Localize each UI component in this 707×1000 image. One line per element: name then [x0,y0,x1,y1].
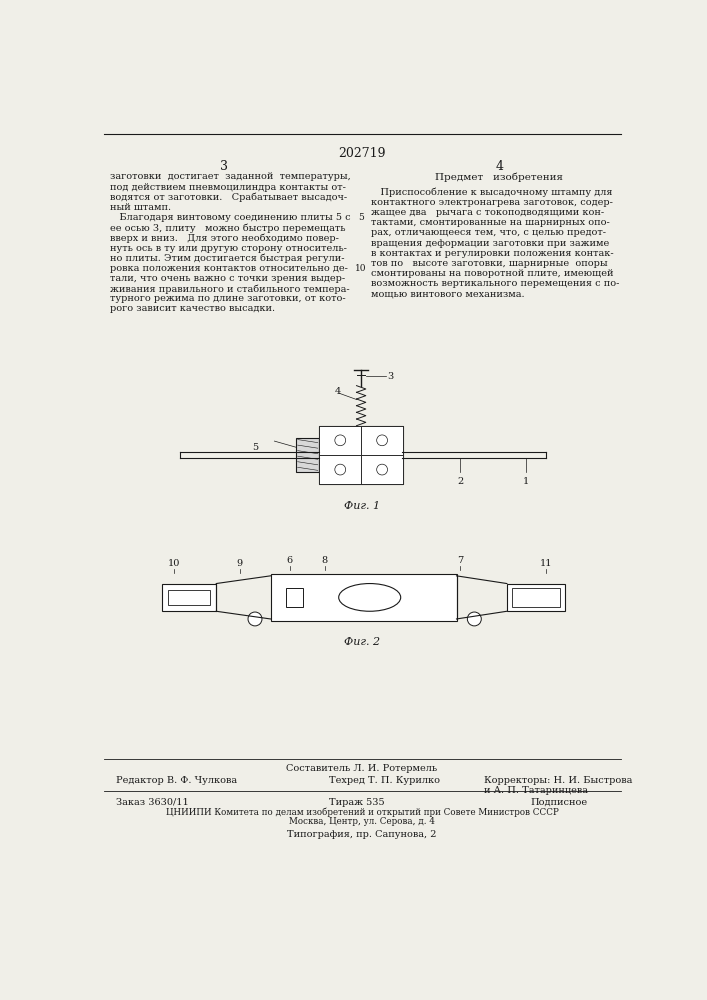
Text: заготовки  достигает  заданной  температуры,: заготовки достигает заданной температуры… [110,172,351,181]
Bar [168,590,210,605]
Bar [512,588,561,607]
Ellipse shape [339,584,401,611]
Text: 2: 2 [457,477,464,486]
Text: нуть ось в ту или другую сторону относитель-: нуть ось в ту или другую сторону относит… [110,244,347,253]
Text: 10: 10 [356,264,367,273]
Text: Редактор В. Ф. Чулкова: Редактор В. Ф. Чулкова [115,776,237,785]
Text: Типография, пр. Сапунова, 2: Типография, пр. Сапунова, 2 [287,830,437,839]
Text: живания правильного и стабильного темпера-: живания правильного и стабильного темпер… [110,284,350,294]
Text: Москва, Центр, ул. Серова, д. 4: Москва, Центр, ул. Серова, д. 4 [289,817,435,826]
Text: Техред Т. П. Курилко: Техред Т. П. Курилко [329,776,440,785]
Circle shape [377,464,387,475]
Circle shape [335,435,346,446]
Bar [361,455,403,484]
Text: вверх и вниз.   Для этого необходимо повер-: вверх и вниз. Для этого необходимо повер… [110,233,339,243]
Text: 10: 10 [168,559,180,568]
Circle shape [335,464,346,475]
Text: в контактах и регулировки положения контак-: в контактах и регулировки положения конт… [371,249,614,258]
Text: Приспособление к высадочному штампу для: Приспособление к высадочному штампу для [371,188,613,197]
Text: 8: 8 [322,556,328,565]
Text: 4: 4 [335,387,341,396]
Text: 1: 1 [523,477,530,486]
Text: мощью винтового механизма.: мощью винтового механизма. [371,289,525,298]
Text: тактами, смонтированные на шарнирных опо-: тактами, смонтированные на шарнирных опо… [371,218,610,227]
Text: рах, отличающееся тем, что, с целью предот-: рах, отличающееся тем, что, с целью пред… [371,228,606,237]
Bar [271,574,457,620]
Bar [162,584,216,611]
Bar [320,426,403,484]
Text: 3: 3 [220,160,228,173]
Text: ее осью 3, плиту   можно быстро перемещать: ее осью 3, плиту можно быстро перемещать [110,223,346,233]
Text: ровка положения контактов относительно де-: ровка положения контактов относительно д… [110,264,348,273]
Bar [320,455,361,484]
Text: 7: 7 [457,556,464,565]
Text: Предмет   изобретения: Предмет изобретения [435,172,563,182]
Text: жащее два   рычага с токоподводящими кон-: жащее два рычага с токоподводящими кон- [371,208,604,217]
Text: Тираж 535: Тираж 535 [329,798,384,807]
Text: Корректоры: Н. И. Быстрова: Корректоры: Н. И. Быстрова [484,776,632,785]
Circle shape [248,612,262,626]
Text: тали, что очень важно с точки зрения выдер-: тали, что очень важно с точки зрения выд… [110,274,345,283]
Text: турного режима по длине заготовки, от кото-: турного режима по длине заготовки, от ко… [110,294,346,303]
Text: 202719: 202719 [338,147,386,160]
Bar [286,588,303,607]
Text: водятся от заготовки.   Срабатывает высадоч-: водятся от заготовки. Срабатывает высадо… [110,193,347,202]
Text: 6: 6 [287,556,293,565]
Text: 11: 11 [539,559,552,568]
Bar [361,426,403,455]
Bar [320,426,361,455]
Text: смонтированы на поворотной плите, имеющей: смонтированы на поворотной плите, имеюще… [371,269,614,278]
Circle shape [467,612,481,626]
Text: Составитель Л. И. Ротермель: Составитель Л. И. Ротермель [286,764,438,773]
Text: 3: 3 [387,372,393,381]
Text: Заказ 3630/11: Заказ 3630/11 [115,798,188,807]
Text: Фиг. 2: Фиг. 2 [344,637,380,647]
Text: под действием пневмоцилиндра контакты от-: под действием пневмоцилиндра контакты от… [110,183,346,192]
Text: тов по   высоте заготовки, шарнирные  опоры: тов по высоте заготовки, шарнирные опоры [371,259,608,268]
Text: контактного электронагрева заготовок, содер-: контактного электронагрева заготовок, со… [371,198,613,207]
Text: 4: 4 [495,160,503,173]
Text: Благодаря винтовому соединению плиты 5 с: Благодаря винтовому соединению плиты 5 с [110,213,351,222]
Text: Подписное: Подписное [530,798,588,807]
Text: 9: 9 [236,559,243,568]
Text: вращения деформации заготовки при зажиме: вращения деформации заготовки при зажиме [371,239,609,248]
Text: 5: 5 [358,213,364,222]
Text: и А. П. Татаринцева: и А. П. Татаринцева [484,786,588,795]
Text: Фиг. 1: Фиг. 1 [344,501,380,511]
Bar [507,584,565,611]
Text: рого зависит качество высадки.: рого зависит качество высадки. [110,304,275,313]
Text: но плиты. Этим достигается быстрая регули-: но плиты. Этим достигается быстрая регул… [110,254,344,263]
Text: возможность вертикального перемещения с по-: возможность вертикального перемещения с … [371,279,619,288]
Text: ный штамп.: ный штамп. [110,203,171,212]
Circle shape [377,435,387,446]
Text: ЦНИИПИ Комитета по делам изобретений и открытий при Совете Министров СССР: ЦНИИПИ Комитета по делам изобретений и о… [165,808,559,817]
Bar [296,438,320,472]
Text: 5: 5 [252,443,258,452]
